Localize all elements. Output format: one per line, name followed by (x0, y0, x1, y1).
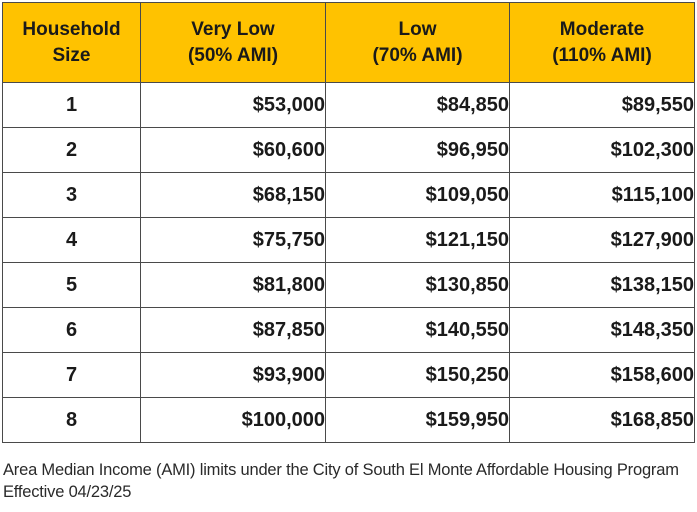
low-income-cell: $150,250 (325, 352, 510, 398)
table-row: 2 $60,600 $96,950 $102,300 (2, 127, 695, 173)
very-low-income-cell: $100,000 (140, 397, 326, 443)
header-label: Moderate (559, 18, 645, 40)
low-income-cell: $130,850 (325, 262, 510, 308)
household-size-cell: 5 (2, 262, 141, 308)
household-size-cell: 4 (2, 217, 141, 263)
moderate-income-cell: $127,900 (509, 217, 695, 263)
header-sublabel: (70% AMI) (372, 44, 463, 66)
very-low-income-cell: $68,150 (140, 172, 326, 218)
household-size-cell: 6 (2, 307, 141, 353)
header-label: Low (398, 18, 437, 40)
header-label: Household (22, 18, 121, 40)
household-size-cell: 7 (2, 352, 141, 398)
moderate-income-cell: $148,350 (509, 307, 695, 353)
low-income-cell: $109,050 (325, 172, 510, 218)
moderate-income-cell: $102,300 (509, 127, 695, 173)
low-income-cell: $140,550 (325, 307, 510, 353)
header-sublabel: (110% AMI) (552, 44, 652, 66)
table-row: 7 $93,900 $150,250 $158,600 (2, 352, 695, 398)
very-low-income-cell: $81,800 (140, 262, 326, 308)
moderate-income-cell: $138,150 (509, 262, 695, 308)
moderate-income-cell: $89,550 (509, 82, 695, 128)
header-low: Low (70% AMI) (325, 2, 510, 83)
table-header-row: Household Size Very Low (50% AMI) Low (7… (2, 2, 695, 83)
household-size-cell: 8 (2, 397, 141, 443)
header-very-low: Very Low (50% AMI) (140, 2, 326, 83)
header-household-size: Household Size (2, 2, 141, 83)
moderate-income-cell: $168,850 (509, 397, 695, 443)
low-income-cell: $159,950 (325, 397, 510, 443)
table-row: 3 $68,150 $109,050 $115,100 (2, 172, 695, 218)
very-low-income-cell: $93,900 (140, 352, 326, 398)
household-size-cell: 1 (2, 82, 141, 128)
table-row: 1 $53,000 $84,850 $89,550 (2, 82, 695, 128)
ami-income-limits-table: Household Size Very Low (50% AMI) Low (7… (2, 2, 695, 443)
very-low-income-cell: $75,750 (140, 217, 326, 263)
moderate-income-cell: $158,600 (509, 352, 695, 398)
header-sublabel: (50% AMI) (187, 44, 279, 66)
moderate-income-cell: $115,100 (509, 172, 695, 218)
table-row: 8 $100,000 $159,950 $168,850 (2, 397, 695, 443)
low-income-cell: $121,150 (325, 217, 510, 263)
table-row: 6 $87,850 $140,550 $148,350 (2, 307, 695, 353)
header-sublabel: Size (52, 44, 91, 66)
very-low-income-cell: $87,850 (140, 307, 326, 353)
table-row: 4 $75,750 $121,150 $127,900 (2, 217, 695, 263)
caption-effective-date: Effective 04/23/25 (3, 483, 132, 501)
header-label: Very Low (191, 18, 275, 40)
header-moderate: Moderate (110% AMI) (509, 2, 695, 83)
low-income-cell: $96,950 (325, 127, 510, 173)
very-low-income-cell: $53,000 (140, 82, 326, 128)
caption-description: Area Median Income (AMI) limits under th… (3, 461, 679, 479)
very-low-income-cell: $60,600 (140, 127, 326, 173)
low-income-cell: $84,850 (325, 82, 510, 128)
table-row: 5 $81,800 $130,850 $138,150 (2, 262, 695, 308)
table-caption: Area Median Income (AMI) limits under th… (3, 459, 679, 503)
household-size-cell: 2 (2, 127, 141, 173)
household-size-cell: 3 (2, 172, 141, 218)
